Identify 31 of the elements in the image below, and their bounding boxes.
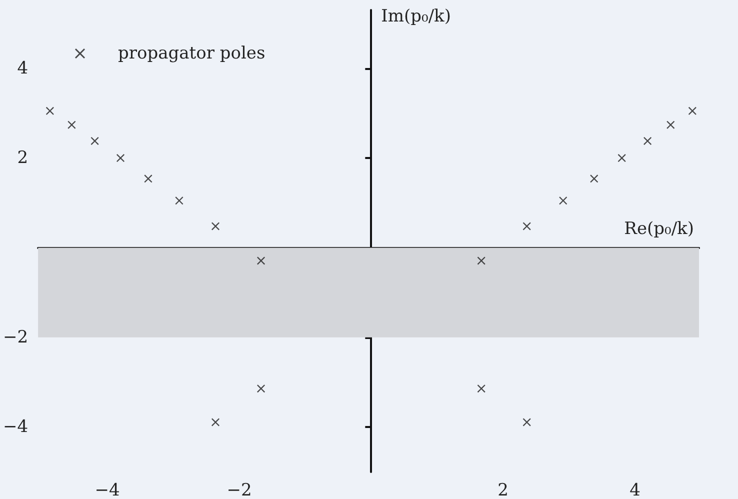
y-tick-label: −2 [3, 327, 28, 348]
point [559, 196, 568, 205]
point [477, 384, 486, 393]
point [522, 222, 531, 230]
point [68, 120, 76, 129]
point [212, 418, 220, 426]
point [257, 256, 266, 265]
y-tick-label: 2 [17, 148, 28, 168]
point [590, 174, 598, 183]
point [644, 136, 652, 145]
x-axis-title: Re(p₀/k) [624, 219, 694, 240]
legend-label: propagator poles [118, 44, 266, 64]
point [522, 418, 531, 426]
y-tick-label: 4 [17, 58, 28, 78]
point [144, 174, 152, 183]
y-tick-label: −4 [3, 417, 28, 438]
point [257, 384, 266, 393]
point [90, 136, 99, 145]
point [175, 196, 184, 205]
x-tick-label: −2 [226, 480, 252, 499]
point [116, 154, 125, 162]
x-tick-label: −4 [94, 480, 120, 499]
y-axis-title: Im(p₀/k) [381, 6, 451, 26]
point [618, 154, 626, 162]
x-tick-label: 2 [498, 480, 509, 499]
point [46, 106, 54, 115]
point [666, 120, 675, 129]
point [212, 222, 220, 230]
point [688, 106, 696, 115]
x-tick-label: 4 [630, 480, 640, 499]
point [477, 256, 486, 265]
